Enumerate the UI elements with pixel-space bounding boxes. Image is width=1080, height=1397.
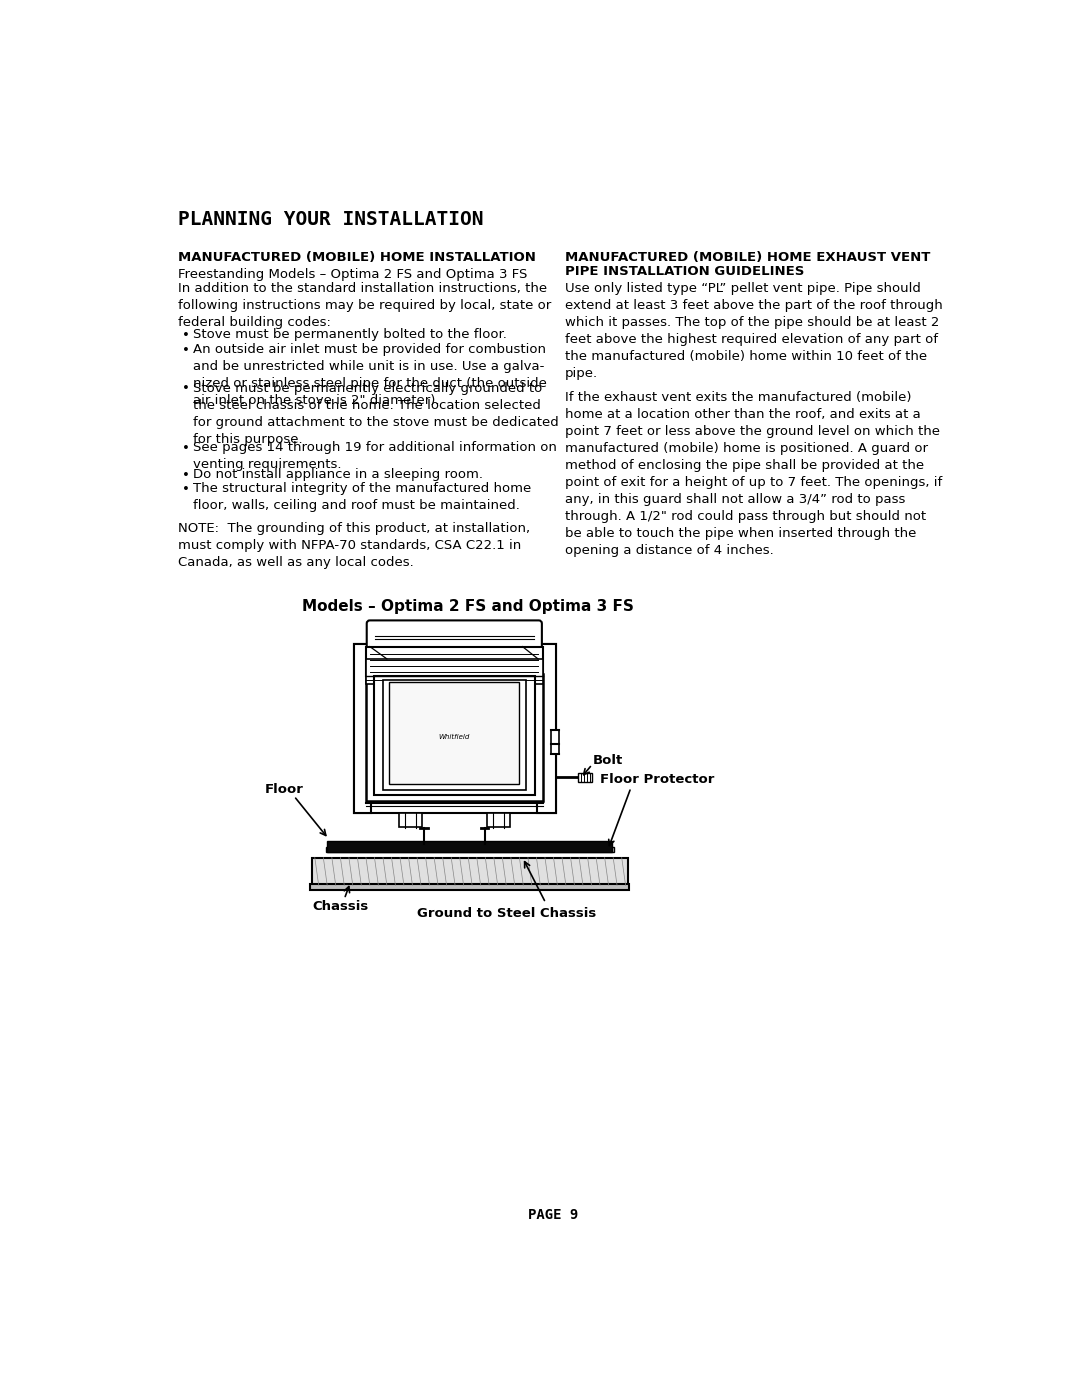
- Bar: [327, 841, 612, 852]
- Text: MANUFACTURED (MOBILE) HOME EXHAUST VENT: MANUFACTURED (MOBILE) HOME EXHAUST VENT: [565, 251, 931, 264]
- Text: The structural integrity of the manufactured home
floor, walls, ceiling and roof: The structural integrity of the manufact…: [193, 482, 531, 511]
- Text: Whitfield: Whitfield: [438, 735, 470, 740]
- Text: Floor: Floor: [266, 784, 305, 796]
- Bar: [374, 676, 535, 795]
- Bar: [383, 680, 526, 789]
- Text: Chassis: Chassis: [312, 900, 368, 914]
- Bar: [578, 773, 592, 782]
- Bar: [389, 682, 519, 784]
- Text: An outside air inlet must be provided for combustion
and be unrestricted while u: An outside air inlet must be provided fo…: [193, 344, 546, 407]
- Text: Use only listed type “PL” pellet vent pipe. Pipe should
extend at least 3 feet a: Use only listed type “PL” pellet vent pi…: [565, 282, 943, 380]
- Bar: [326, 847, 613, 852]
- Text: •: •: [181, 469, 189, 482]
- Text: PLANNING YOUR INSTALLATION: PLANNING YOUR INSTALLATION: [177, 210, 483, 229]
- Text: Stove must be permanently electrically grounded to
the steel chassis of the home: Stove must be permanently electrically g…: [193, 381, 558, 446]
- Text: •: •: [181, 441, 189, 455]
- Bar: [399, 813, 422, 827]
- Text: Floor Protector: Floor Protector: [600, 774, 714, 787]
- Text: Ground to Steel Chassis: Ground to Steel Chassis: [417, 907, 596, 919]
- Bar: [310, 884, 630, 890]
- Bar: [354, 644, 556, 813]
- Bar: [366, 673, 542, 800]
- Bar: [366, 659, 542, 683]
- Bar: [551, 729, 559, 754]
- Text: PIPE INSTALLATION GUIDELINES: PIPE INSTALLATION GUIDELINES: [565, 264, 805, 278]
- Text: PAGE 9: PAGE 9: [528, 1208, 579, 1222]
- Bar: [366, 647, 542, 676]
- Text: MANUFACTURED (MOBILE) HOME INSTALLATION: MANUFACTURED (MOBILE) HOME INSTALLATION: [177, 251, 536, 264]
- Text: NOTE:  The grounding of this product, at installation,
must comply with NFPA-70 : NOTE: The grounding of this product, at …: [177, 522, 530, 569]
- Text: If the exhaust vent exits the manufactured (mobile)
home at a location other tha: If the exhaust vent exits the manufactur…: [565, 391, 943, 557]
- Bar: [312, 858, 627, 886]
- Bar: [537, 644, 556, 813]
- Text: Stove must be permanently bolted to the floor.: Stove must be permanently bolted to the …: [193, 328, 507, 341]
- Text: Do not install appliance in a sleeping room.: Do not install appliance in a sleeping r…: [193, 468, 483, 481]
- Text: •: •: [181, 344, 189, 358]
- Text: Freestanding Models – Optima 2 FS and Optima 3 FS: Freestanding Models – Optima 2 FS and Op…: [177, 268, 527, 281]
- Text: Bolt: Bolt: [592, 754, 622, 767]
- Text: •: •: [181, 328, 189, 342]
- Text: Models – Optima 2 FS and Optima 3 FS: Models – Optima 2 FS and Optima 3 FS: [302, 599, 634, 613]
- Text: •: •: [181, 482, 189, 496]
- Text: •: •: [181, 383, 189, 395]
- FancyBboxPatch shape: [367, 620, 542, 650]
- Text: In addition to the standard installation instructions, the
following instruction: In addition to the standard installation…: [177, 282, 551, 328]
- Bar: [354, 644, 372, 813]
- Text: See pages 14 through 19 for additional information on
venting requirements.: See pages 14 through 19 for additional i…: [193, 441, 557, 471]
- Bar: [487, 813, 510, 827]
